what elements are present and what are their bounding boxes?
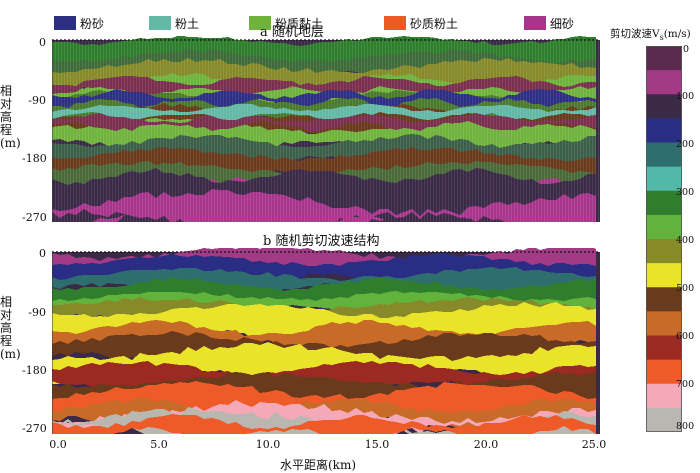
colorbar-tick: 200 [676,139,695,150]
colorbar [646,46,682,432]
legend-swatch [249,16,271,30]
colorbar-tick: 0 [683,44,690,55]
legend-swatch [384,16,406,30]
colorbar-title-sub: s [659,33,664,43]
panel-a-ytick-2: -180 [22,152,47,165]
legend-item-silty-clay: 粉质黏土 [249,14,323,32]
legend-item-sandy-silt: 砂质粉土 [384,14,458,32]
colorbar-tick: 400 [676,235,695,246]
colorbar-title: 剪切波速Vs(m/s) [610,26,691,42]
colorbar-cell [646,359,682,385]
panel-a-ytick-0: 0 [39,36,46,49]
xtick-4: 20.0 [473,438,499,451]
panel-b-ytick-1: -90 [28,306,46,319]
colorbar-cell [646,190,682,216]
panel-a-strata-plot [52,36,600,222]
colorbar-tick: 100 [676,91,695,102]
legend: 粉砂 粉土 粉质黏土 砂质粉土 细砂 [54,12,624,34]
colorbar-tick: 300 [676,187,695,198]
legend-swatch [524,16,546,30]
legend-item-silty-sand: 粉砂 [54,14,104,32]
panel-b-ylabel: 相对高程(m) [0,295,21,361]
legend-label: 粉砂 [80,16,105,31]
colorbar-cell [646,142,682,168]
legend-item-fine-sand: 细砂 [524,14,574,32]
velocity-band [52,414,596,434]
colorbar-title-unit: (m/s) [663,28,691,40]
colorbar-tick: 500 [676,283,695,294]
colorbar-cell [646,335,682,361]
legend-swatch [54,16,76,30]
colorbar-title-text: 剪切波速V [610,28,660,40]
colorbar-cell [646,214,682,240]
colorbar-cell [646,46,682,71]
velocity-band [52,302,596,345]
legend-label: 粉质黏土 [275,16,324,31]
velocity-band [52,342,596,385]
panel-b-ytick-3: -270 [22,422,47,435]
velocity-band [52,372,596,407]
xtick-3: 15.0 [364,438,390,451]
colorbar-cell [646,118,682,144]
colorbar-tick: 800 [676,421,695,432]
colorbar-tick: 600 [676,331,695,342]
colorbar-cell [646,287,682,312]
panel-a-ytick-3: -270 [22,211,47,224]
x-axis-label: 水平距离(km) [280,458,357,472]
legend-label: 粉土 [175,16,200,31]
panel-b-ytick-2: -180 [22,364,47,377]
legend-item-silt: 粉土 [149,14,199,32]
colorbar-cell [646,239,682,264]
legend-label: 细砂 [550,16,575,31]
legend-label: 砂质粉土 [410,16,459,31]
xtick-2: 10.0 [255,438,281,451]
colorbar-cell [646,94,682,119]
legend-swatch [149,16,171,30]
panel-b-ytick-0: 0 [39,247,46,260]
colorbar-cell [646,383,682,409]
colorbar-cell [646,407,682,432]
panel-b-title: b 随机剪切波速结构 [263,234,380,249]
colorbar-cell [646,70,682,95]
panel-a-ytick-1: -90 [28,94,46,107]
colorbar-cell [646,311,682,337]
xtick-5: 25.0 [581,438,607,451]
colorbar-cell [646,263,682,288]
xtick-0: 0.0 [49,438,67,451]
panel-b-velocity-plot [52,248,600,434]
xtick-1: 5.0 [150,438,168,451]
panel-a-ylabel: 相对高程(m) [0,84,21,150]
velocity-band [52,248,596,272]
colorbar-tick: 700 [676,379,695,390]
panel-a-title: a 随机地层 [260,25,324,40]
colorbar-cell [646,166,682,192]
